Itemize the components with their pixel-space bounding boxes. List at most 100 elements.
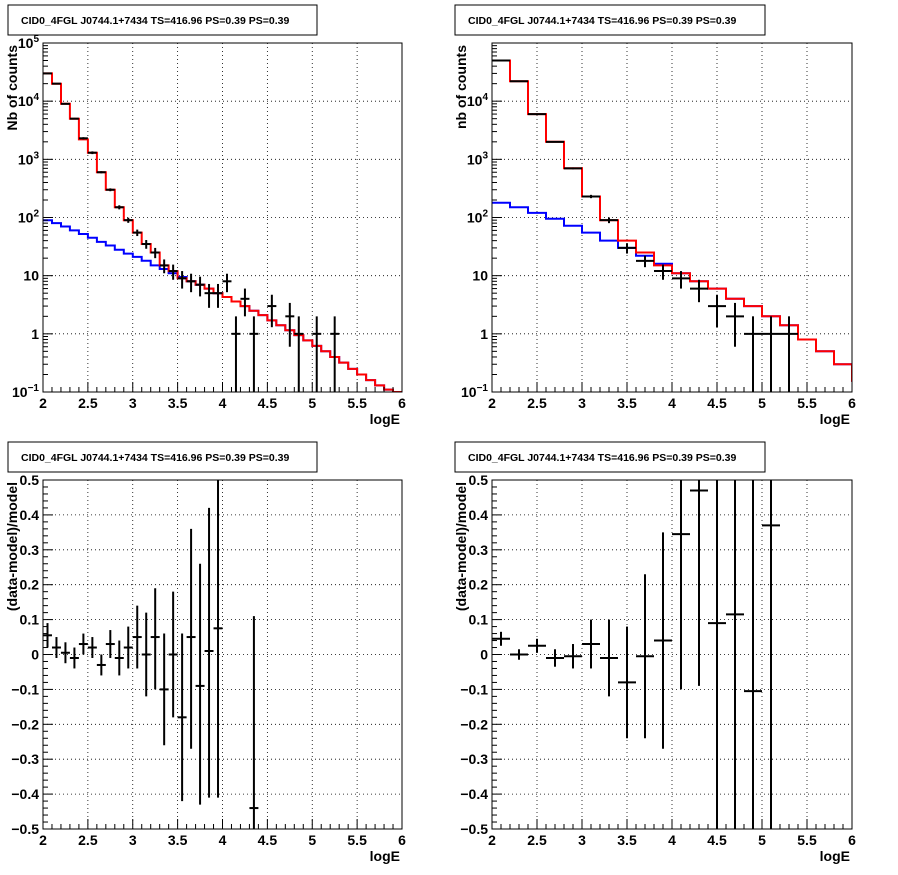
x-tick-label: 2.5	[527, 395, 547, 411]
data-point	[213, 480, 223, 798]
chart-panel-4: 2 2.5 3 3.5 4 4.5 5 5.5 6logE−0.5−0.4−0.3−0.2−0.…	[453, 441, 856, 864]
y-axis-title: (data-model)/model	[4, 482, 20, 611]
data-point	[528, 113, 546, 116]
data-point	[249, 616, 259, 829]
x-tick-label: 5.5	[797, 395, 817, 411]
title-frame	[7, 4, 318, 36]
model-series-line	[43, 72, 402, 392]
y-tick-label: 104	[18, 92, 40, 109]
data-point	[114, 205, 124, 210]
title-frame	[454, 4, 766, 36]
chart-title-box: CID0_4FGL J0744.1+7434 TS=416.96 PS=0.39…	[454, 4, 766, 36]
x-tick-label: 5	[758, 395, 766, 411]
data-point	[231, 316, 241, 392]
data-point	[60, 642, 70, 664]
x-tick-label: 4.5	[707, 832, 727, 848]
y-tick-label: −0.5	[460, 821, 488, 837]
y-tick-label: 102	[18, 209, 40, 226]
data-point	[564, 644, 582, 669]
y-tick-label: 0.1	[469, 612, 489, 628]
data-point	[636, 574, 654, 739]
x-tick-label: 2.5	[78, 832, 98, 848]
data-point	[708, 294, 726, 328]
chart-panel-3: 2 2.5 3 3.5 4 4.5 5 5.5 6logE−0.5−0.4−0.3−0.2−0.…	[4, 441, 406, 864]
data-point	[744, 480, 762, 829]
data-point	[159, 259, 169, 274]
x-tick-label: 5.5	[797, 832, 817, 848]
y-tick-label: 104	[467, 92, 489, 109]
x-tick-label: 4	[219, 832, 227, 848]
y-axis: −0.5 −0.4 −0.3 −0.2 −0.1 0 0.1 0.2 0.3 0.4 0.5(dat…	[453, 472, 502, 837]
data-point	[195, 563, 205, 805]
x-tick-label: 3.5	[168, 832, 188, 848]
x-tick-label: 3.5	[617, 832, 637, 848]
data-layer	[492, 480, 780, 829]
data-point	[87, 637, 97, 658]
data-point	[240, 288, 250, 317]
data-point	[546, 140, 564, 143]
data-point	[600, 619, 618, 697]
y-tick-label: −0.1	[11, 681, 39, 697]
data-layer	[43, 72, 402, 392]
y-tick-label: −0.1	[460, 681, 488, 697]
data-point	[267, 294, 277, 328]
x-tick-label: 2.5	[78, 395, 98, 411]
x-tick-label: 4.5	[707, 395, 727, 411]
y-tick-label: 0.5	[20, 472, 40, 488]
y-tick-label: 105	[18, 34, 40, 51]
x-tick-label: 5	[758, 832, 766, 848]
data-point	[582, 194, 600, 199]
data-layer	[492, 59, 852, 392]
data-point	[780, 316, 798, 392]
y-tick-label: 0.2	[20, 577, 40, 593]
data-point	[105, 630, 115, 658]
data-point	[654, 264, 672, 280]
chart-title-box: CID0_4FGL J0744.1+7434 TS=416.96 PS=0.39…	[7, 4, 318, 36]
y-tick-label: 0.2	[469, 577, 489, 593]
y-tick-label: 10	[472, 268, 488, 284]
x-axis-title: logE	[370, 848, 400, 864]
data-point	[285, 302, 295, 347]
y-tick-label: −0.5	[11, 821, 39, 837]
data-point	[186, 273, 196, 293]
x-axis-title: logE	[820, 411, 850, 427]
data-point	[762, 480, 780, 829]
data-point	[114, 640, 124, 676]
x-tick-label: 4.5	[258, 832, 278, 848]
data-point	[330, 316, 340, 392]
data-point	[744, 316, 762, 392]
data-point	[51, 637, 61, 658]
plot-area	[43, 480, 402, 829]
data-point	[150, 588, 160, 690]
y-tick-label: 10	[23, 268, 39, 284]
data-point	[294, 316, 304, 392]
data-point	[123, 217, 133, 223]
data-point	[636, 255, 654, 268]
data-point	[87, 151, 97, 155]
y-tick-label: −0.4	[11, 786, 39, 802]
x-tick-label: 2.5	[527, 832, 547, 848]
x-tick-label: 5.5	[347, 395, 367, 411]
data-point	[150, 247, 160, 259]
x-tick-label: 4	[219, 395, 227, 411]
data-point	[69, 117, 79, 120]
x-tick-label: 2	[488, 395, 496, 411]
y-tick-label: 0	[31, 647, 39, 663]
x-tick-label: 5	[308, 832, 316, 848]
chart-title: CID0_4FGL J0744.1+7434 TS=416.96 PS=0.39…	[21, 452, 289, 464]
y-tick-label: 0	[480, 647, 488, 663]
y-tick-label: −0.2	[460, 716, 488, 732]
data-point	[105, 188, 115, 192]
data-point	[690, 279, 708, 303]
data-point	[762, 316, 780, 392]
data-point	[177, 633, 187, 802]
plot-area	[43, 43, 402, 392]
x-axis-title: logE	[370, 411, 400, 427]
data-point	[132, 605, 142, 669]
title-frame	[7, 441, 318, 473]
